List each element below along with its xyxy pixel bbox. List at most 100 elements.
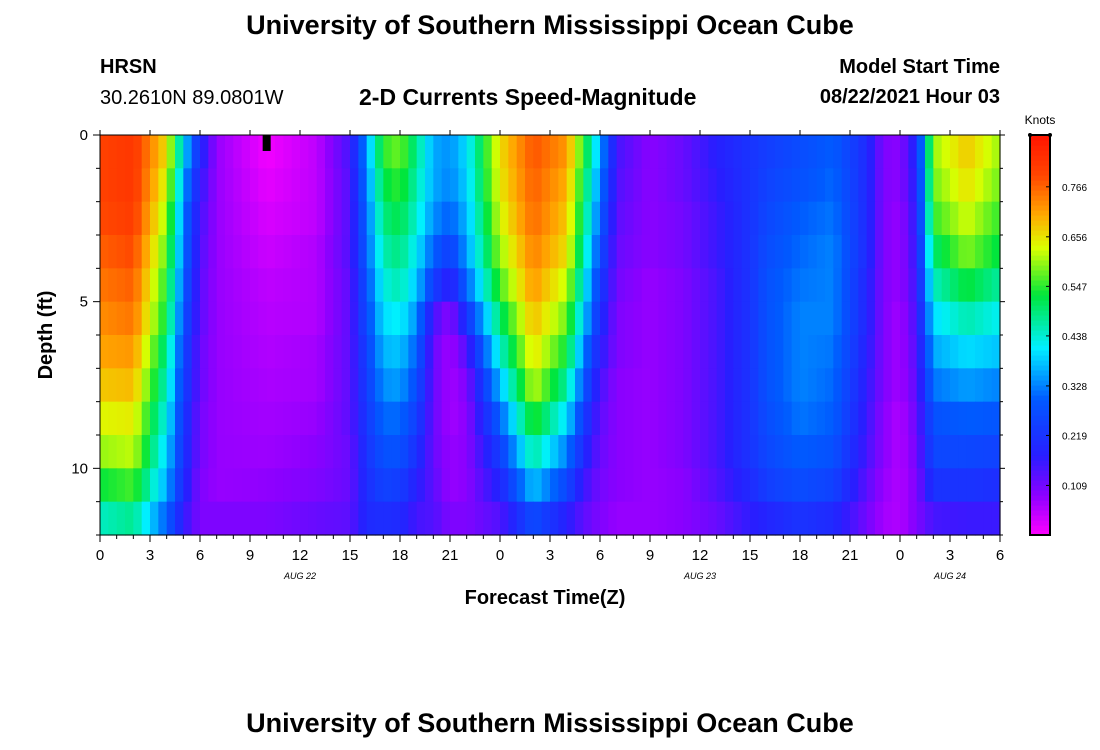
heatmap-cell <box>441 301 451 336</box>
heatmap-cell <box>866 201 876 236</box>
heatmap-cell <box>316 501 326 536</box>
heatmap-cell <box>650 368 659 403</box>
heatmap-cell <box>341 268 351 303</box>
heatmap-cell <box>316 268 326 303</box>
heatmap-cell <box>716 468 726 503</box>
colorbar-segment <box>1030 430 1050 436</box>
heatmap-cell <box>983 268 993 303</box>
heatmap-cell <box>625 435 634 469</box>
colorbar-segment <box>1030 270 1050 276</box>
heatmap-cell <box>933 168 943 203</box>
heatmap-cell <box>666 268 676 303</box>
heatmap-cell <box>408 235 418 269</box>
heatmap-cell <box>583 368 593 403</box>
heatmap-cell <box>100 501 109 536</box>
heatmap-cell <box>283 168 293 203</box>
heatmap-cell <box>900 501 909 536</box>
heatmap-cell <box>525 268 534 303</box>
heatmap-cell <box>966 335 976 369</box>
heatmap-cell <box>166 301 176 336</box>
heatmap-cell <box>116 201 126 236</box>
heatmap-cell <box>908 268 918 303</box>
heatmap-cell <box>925 335 934 369</box>
heatmap-cell <box>766 501 776 536</box>
heatmap-cell <box>808 368 818 403</box>
heatmap-cell <box>700 135 709 169</box>
heatmap-cell <box>758 335 768 369</box>
heatmap-cell <box>675 301 684 336</box>
heatmap-cell <box>108 201 118 236</box>
heatmap-cell <box>391 468 401 503</box>
heatmap-cell <box>491 468 501 503</box>
colorbar-segment <box>1030 230 1050 236</box>
heatmap-cell <box>591 368 601 403</box>
heatmap-cell <box>125 235 134 269</box>
heatmap-cell <box>175 368 184 403</box>
heatmap-cell <box>350 168 359 203</box>
heatmap-cell <box>783 235 793 269</box>
heatmap-cell <box>616 435 626 469</box>
heatmap-cell <box>966 135 976 169</box>
heatmap-cell <box>958 268 968 303</box>
colorbar-segment <box>1030 495 1050 501</box>
colorbar-segment <box>1030 200 1050 206</box>
heatmap-cell <box>233 368 243 403</box>
heatmap-cell <box>666 201 676 236</box>
heatmap-cell <box>541 268 551 303</box>
heatmap-cell <box>950 201 959 236</box>
heatmap-cell <box>366 301 376 336</box>
heatmap-cell <box>791 301 801 336</box>
colorbar-tick-label: 0.438 <box>1062 332 1087 343</box>
heatmap-cell <box>200 135 209 169</box>
heatmap-cell <box>391 401 401 436</box>
heatmap-cell <box>816 301 826 336</box>
heatmap-cell <box>616 368 626 403</box>
heatmap-cell <box>658 501 668 536</box>
heatmap-cell <box>383 301 393 336</box>
heatmap-cell <box>525 168 534 203</box>
heatmap-cell <box>108 135 118 169</box>
heatmap-cell <box>116 301 126 336</box>
heatmap-cell <box>550 268 559 303</box>
heatmap-cell <box>166 235 176 269</box>
heatmap-cell <box>141 268 151 303</box>
heatmap-cell <box>558 335 568 369</box>
heatmap-cell <box>641 335 651 369</box>
heatmap-cell <box>616 501 626 536</box>
colorbar-segment <box>1030 170 1050 176</box>
heatmap-cell <box>683 168 693 203</box>
heatmap-cell <box>133 468 143 503</box>
heatmap-cell <box>358 435 368 469</box>
heatmap-cell <box>141 235 151 269</box>
heatmap-cell <box>841 335 851 369</box>
heatmap-cell <box>675 268 684 303</box>
heatmap-cell <box>666 435 676 469</box>
heatmap-cell <box>991 235 1001 269</box>
heatmap-cell <box>333 135 343 169</box>
heatmap-cell <box>975 201 984 236</box>
heatmap-cell <box>383 468 393 503</box>
heatmap-cell <box>375 335 384 369</box>
heatmap-cell <box>633 335 643 369</box>
heatmap-cell <box>708 168 718 203</box>
heatmap-cell <box>250 268 259 303</box>
heatmap-cell <box>858 401 868 436</box>
heatmap-cell <box>591 168 601 203</box>
heatmap-cell <box>608 335 618 369</box>
heatmap-cell <box>391 268 401 303</box>
heatmap-cell <box>733 301 743 336</box>
heatmap-cell <box>150 201 159 236</box>
heatmap-cell <box>466 135 476 169</box>
heatmap-cell <box>866 368 876 403</box>
heatmap-cell <box>541 501 551 536</box>
heatmap-cell <box>366 468 376 503</box>
heatmap-cell <box>900 468 909 503</box>
heatmap-cell <box>983 135 993 169</box>
heatmap-cell <box>683 235 693 269</box>
heatmap-cell <box>450 301 459 336</box>
heatmap-cell <box>525 235 534 269</box>
heatmap-cell <box>100 468 109 503</box>
heatmap-cell <box>275 468 284 503</box>
heatmap-cell <box>850 235 859 269</box>
heatmap-cell <box>983 468 993 503</box>
